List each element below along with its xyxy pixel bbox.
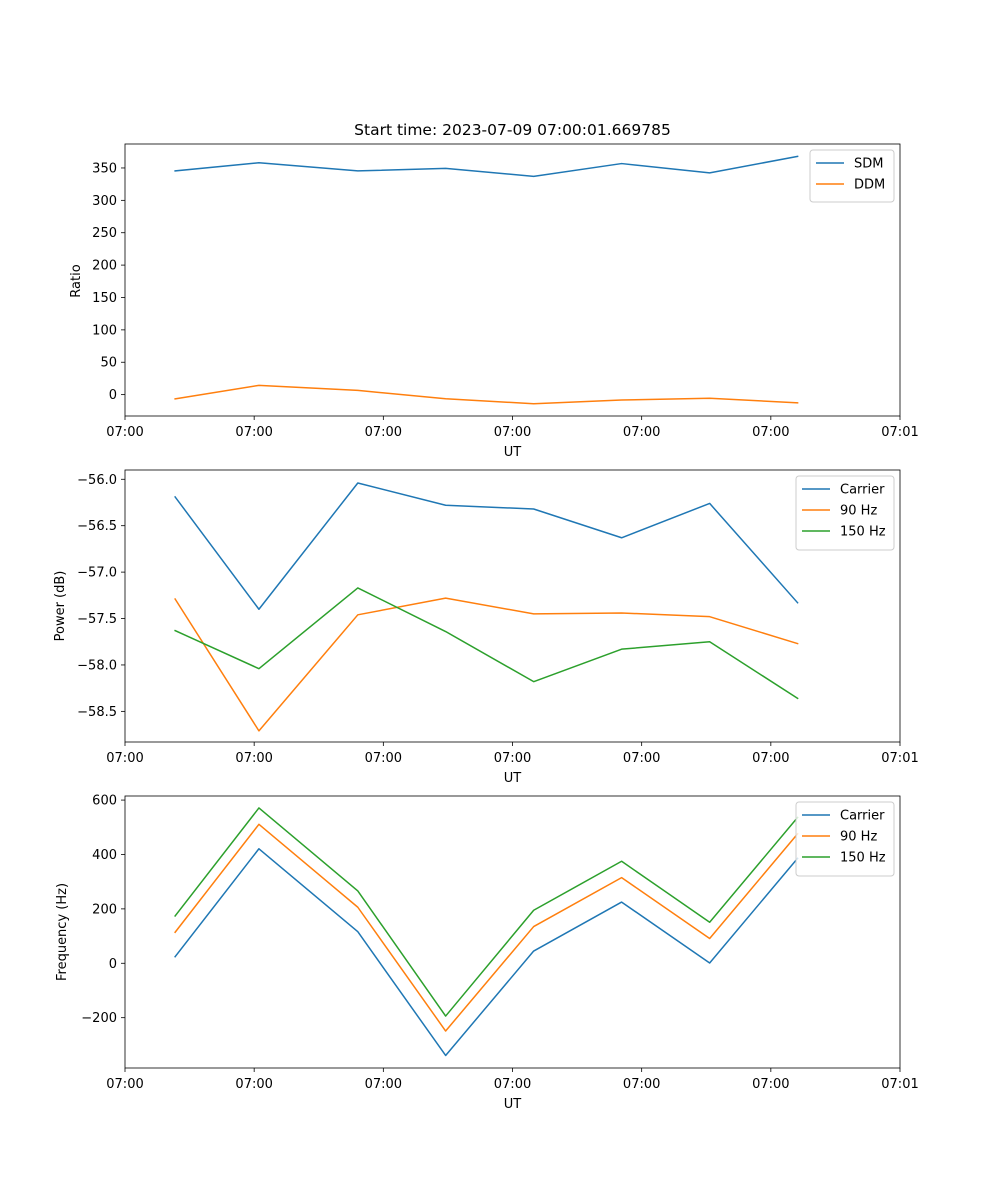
series-line-90-hz — [174, 823, 799, 1032]
y-tick-label: 200 — [92, 259, 117, 274]
frequency-panel: UT Frequency (Hz) 07:00 07:00 07:00 07:00 07… — [55, 794, 919, 1112]
series-line-sdm — [174, 155, 799, 178]
legend: SDM DDM — [809, 149, 895, 203]
legend-label: Carrier — [840, 483, 885, 498]
x-tick-label: 07:00 — [106, 425, 143, 440]
legend-label: 90 Hz — [840, 830, 877, 845]
series-line-90-hz — [174, 597, 799, 732]
series-line-150-hz — [174, 807, 799, 1017]
y-tick-label: −58.5 — [77, 705, 117, 720]
x-tick-label: 07:00 — [494, 1077, 531, 1092]
y-tick-label: 100 — [92, 323, 117, 338]
series-line-carrier — [174, 848, 799, 1057]
x-tick-label: 07:01 — [881, 751, 918, 766]
legend-label: 90 Hz — [840, 504, 877, 519]
y-axis-label: Power (dB) — [53, 571, 68, 642]
y-tick-label: 0 — [109, 957, 117, 972]
y-tick-label: 0 — [109, 388, 117, 403]
series-line-150-hz — [174, 587, 799, 700]
y-tick-label: 600 — [92, 794, 117, 809]
x-tick-label: 07:00 — [494, 751, 531, 766]
y-tick-label: 250 — [92, 226, 117, 241]
x-tick-label: 07:01 — [881, 425, 918, 440]
x-tick-label: 07:00 — [752, 1077, 789, 1092]
legend-label: 150 Hz — [840, 525, 886, 540]
y-tick-label: −58.0 — [77, 658, 117, 673]
legend-label: SDM — [854, 157, 883, 172]
x-tick-label: 07:00 — [752, 425, 789, 440]
ratio-panel: Start time: 2023-07-09 07:00:01.669785 U… — [69, 121, 919, 460]
legend-label: DDM — [854, 178, 885, 193]
y-axis-label: Frequency (Hz) — [55, 883, 70, 981]
x-tick-label: 07:00 — [623, 751, 660, 766]
y-tick-label: −56.5 — [77, 519, 117, 534]
legend: Carrier 90 Hz 150 Hz — [795, 475, 895, 551]
chart-title: Start time: 2023-07-09 07:00:01.669785 — [354, 121, 671, 139]
x-tick-label: 07:00 — [623, 1077, 660, 1092]
x-tick-label: 07:01 — [881, 1077, 918, 1092]
x-tick-label: 07:00 — [365, 425, 402, 440]
series-line-carrier — [174, 482, 799, 610]
y-tick-label: 300 — [92, 194, 117, 209]
x-tick-label: 07:00 — [106, 1077, 143, 1092]
series-line-ddm — [174, 384, 799, 405]
x-tick-label: 07:00 — [365, 1077, 402, 1092]
y-tick-label: −57.5 — [77, 612, 117, 627]
y-tick-label: 350 — [92, 161, 117, 176]
y-tick-label: 200 — [92, 902, 117, 917]
y-tick-label: 50 — [100, 356, 117, 371]
legend: Carrier 90 Hz 150 Hz — [795, 801, 895, 877]
x-tick-label: 07:00 — [623, 425, 660, 440]
y-tick-label: −200 — [81, 1011, 117, 1026]
x-axis-label: UT — [504, 445, 522, 460]
y-tick-label: −56.0 — [77, 473, 117, 488]
x-tick-label: 07:00 — [752, 751, 789, 766]
y-axis-label: Ratio — [69, 264, 84, 297]
power-panel: UT Power (dB) 07:00 07:00 07:00 07:00 07:00 0… — [53, 469, 919, 786]
x-tick-label: 07:00 — [365, 751, 402, 766]
y-tick-label: 150 — [92, 291, 117, 306]
x-tick-label: 07:00 — [106, 751, 143, 766]
legend-label: 150 Hz — [840, 851, 886, 866]
legend-label: Carrier — [840, 809, 885, 824]
x-axis-label: UT — [504, 771, 522, 786]
y-tick-label: −57.0 — [77, 566, 117, 581]
x-axis-label: UT — [504, 1097, 522, 1112]
x-tick-label: 07:00 — [235, 751, 272, 766]
x-tick-label: 07:00 — [235, 425, 272, 440]
x-tick-label: 07:00 — [235, 1077, 272, 1092]
y-tick-label: 400 — [92, 848, 117, 863]
x-tick-label: 07:00 — [494, 425, 531, 440]
